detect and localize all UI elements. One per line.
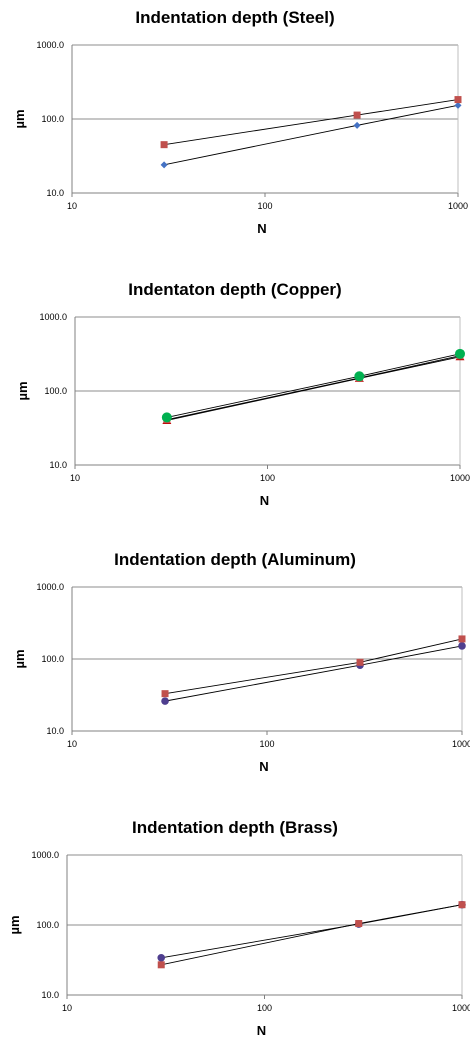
y-tick-label: 100.0 [44, 386, 67, 396]
series-1-point [353, 121, 361, 129]
x-tick-label: 10 [67, 201, 77, 211]
series-1-point [161, 697, 169, 705]
y-tick-label: 100.0 [41, 654, 64, 664]
y-tick-label: 10.0 [46, 726, 64, 736]
series-2-line [161, 904, 463, 966]
x-axis-label: N [259, 759, 268, 774]
series-2-point [458, 635, 466, 643]
y-axis-label: µm [15, 381, 30, 400]
series-2-point [353, 111, 361, 119]
series-1-point [160, 161, 168, 169]
chart-title: Indentation depth (Aluminum) [114, 550, 356, 569]
series-2-point [161, 690, 169, 698]
chart-title: Indentation depth (Brass) [132, 818, 338, 837]
x-tick-label: 1000 [450, 473, 470, 483]
series-1-point [157, 953, 166, 962]
x-tick-label: 100 [257, 201, 272, 211]
series-2-point [458, 901, 466, 909]
series-2-point [160, 141, 168, 149]
chart-title: Indentation depth (Steel) [135, 8, 334, 27]
y-tick-label: 100.0 [41, 114, 64, 124]
series-1-point [454, 101, 462, 109]
y-tick-label: 1000.0 [31, 850, 59, 860]
x-axis-label: N [257, 1023, 266, 1038]
series-3-line [166, 353, 461, 418]
x-axis-label: N [260, 493, 269, 508]
y-axis-label: µm [12, 649, 27, 668]
y-tick-label: 10.0 [46, 188, 64, 198]
chart-3: Indentation depth (Aluminum) 10.0 100.0 100… [12, 550, 470, 774]
series-2-point [355, 920, 363, 928]
chart-4: Indentation depth (Brass) 10.0 100.0 1000.0… [7, 818, 470, 1038]
chart-2: Indentaton depth (Copper) 10.0 100.0 1000.0… [15, 280, 470, 508]
series-2-point [356, 658, 364, 666]
series-1-line [163, 104, 459, 166]
series-2-line [164, 638, 463, 695]
x-tick-label: 1000 [452, 1003, 470, 1013]
x-tick-label: 1000 [448, 201, 468, 211]
y-tick-label: 1000.0 [36, 40, 64, 50]
x-tick-label: 100 [260, 473, 275, 483]
y-tick-label: 1000.0 [36, 582, 64, 592]
series-1-point [458, 642, 466, 650]
chart-title: Indentaton depth (Copper) [128, 280, 341, 299]
y-tick-label: 1000.0 [39, 312, 67, 322]
x-tick-label: 10 [62, 1003, 72, 1013]
x-tick-label: 100 [259, 739, 274, 749]
series-2-point [157, 961, 165, 969]
y-tick-label: 100.0 [36, 920, 59, 930]
series-3-point [161, 412, 172, 423]
chart-1: Indentation depth (Steel) 10.0 100.0 1000.0… [12, 8, 468, 236]
series-1-line [164, 645, 463, 702]
series-3-point [455, 348, 465, 359]
x-tick-label: 10 [67, 739, 77, 749]
series-3-point [354, 371, 365, 382]
x-tick-label: 100 [257, 1003, 272, 1013]
y-axis-label: µm [7, 915, 22, 934]
series-2-line [164, 99, 459, 146]
series-2-line [166, 355, 461, 421]
y-axis-label: µm [12, 109, 27, 128]
x-tick-label: 10 [70, 473, 80, 483]
x-tick-label: 1000 [452, 739, 470, 749]
x-axis-label: N [257, 221, 266, 236]
series-2-point [454, 96, 462, 104]
series-1-line [166, 356, 461, 421]
y-tick-label: 10.0 [49, 460, 67, 470]
y-tick-label: 10.0 [41, 990, 59, 1000]
